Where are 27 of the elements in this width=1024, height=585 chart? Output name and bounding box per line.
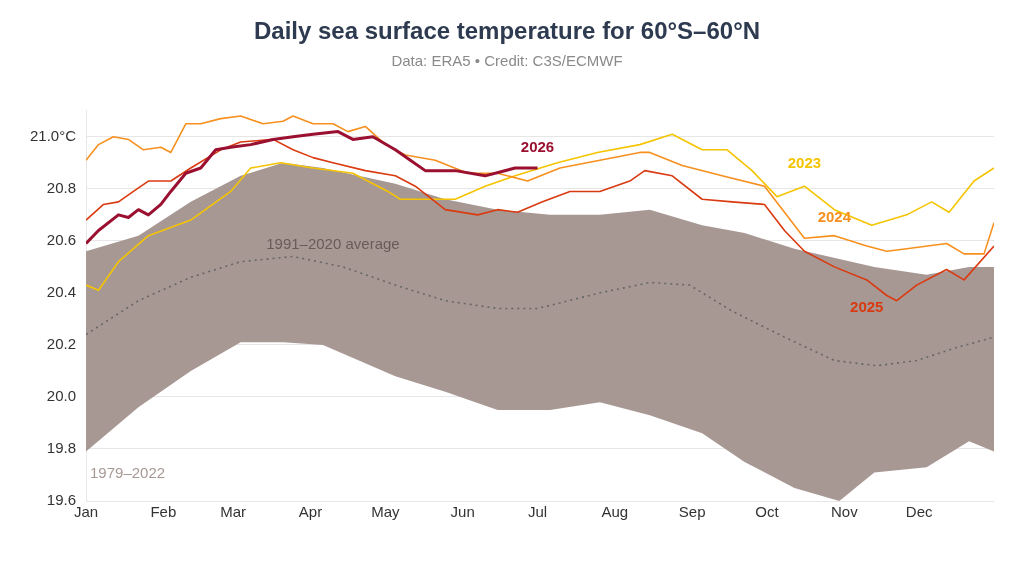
chart-title: Daily sea surface temperature for 60°S–60°N [253, 17, 761, 45]
x-tick-label: May [371, 503, 401, 521]
x-tick-label: Feb [150, 503, 177, 521]
y-tick-label: 21.0°C [29, 126, 77, 144]
x-tick-label: Mar [220, 503, 247, 521]
x-tick-label: Dec [905, 503, 933, 521]
series-label: 2023 [787, 154, 822, 172]
chart-subtitle: Data: ERA5 • Credit: C3S/ECMWF [391, 51, 623, 69]
series-label: 2024 [817, 207, 852, 225]
x-tick-label: Oct [755, 503, 780, 521]
legend-label: 1979–2022 [90, 463, 166, 481]
y-tick-label: 20.8 [46, 178, 77, 196]
series-label: 1991–2020 average [266, 235, 400, 253]
y-tick-label: 19.6 [46, 491, 77, 509]
x-tick-label: Jun [450, 503, 475, 521]
x-tick-label: Apr [298, 503, 323, 521]
series-label: 2026 [520, 138, 555, 156]
y-tick-label: 20.6 [46, 231, 77, 249]
x-tick-label: Jul [527, 503, 548, 521]
x-tick-label: Aug [601, 503, 629, 521]
y-tick-label: 19.8 [46, 439, 77, 457]
x-tick-label: Sep [678, 503, 706, 521]
y-tick-label: 20.4 [46, 283, 77, 301]
series-label: 2025 [850, 298, 884, 316]
y-tick-label: 20.2 [46, 335, 77, 353]
x-tick-label: Nov [830, 503, 859, 521]
y-tick-label: 20.0 [46, 387, 77, 405]
